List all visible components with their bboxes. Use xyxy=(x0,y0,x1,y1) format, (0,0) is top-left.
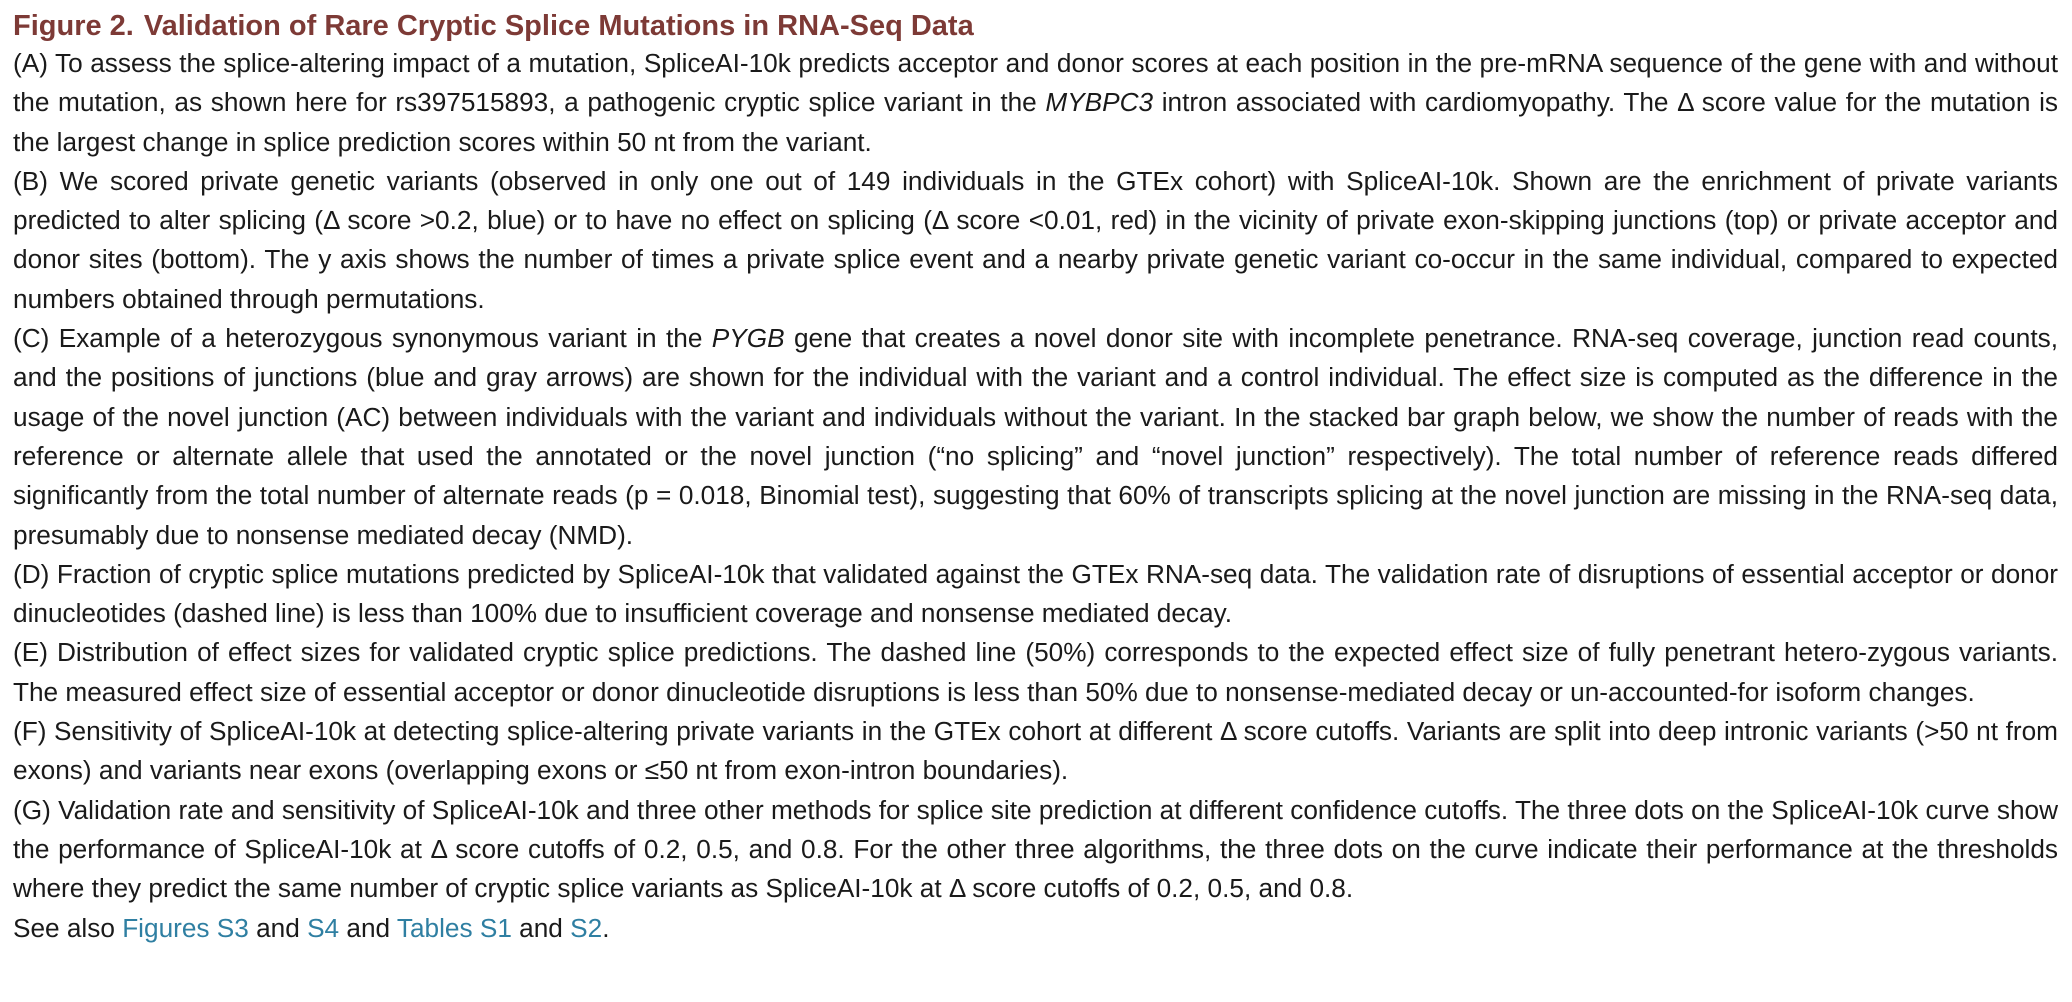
paragraph-c-text-1: (C) Example of a heterozygous synonymous… xyxy=(13,323,712,354)
caption-body: (A) To assess the splice-altering impact… xyxy=(13,44,2058,948)
paragraph-d: (D) Fraction of cryptic splice mutations… xyxy=(13,558,2058,629)
gene-name-pygb: PYGB xyxy=(711,323,785,354)
paragraph-e: (E) Distribution of effect sizes for val… xyxy=(13,637,2058,707)
see-also-and-3: and xyxy=(511,912,571,943)
see-also-and-1: and xyxy=(248,912,308,943)
link-table-s2[interactable]: S2 xyxy=(570,912,603,943)
paragraph-c: (C) Example of a heterozygous synonymous… xyxy=(13,319,2058,555)
gene-name-mybpc3: MYBPC3 xyxy=(1045,87,1154,118)
paragraph-a-text-1: (A) To assess the splice-altering impact… xyxy=(13,48,2058,118)
figure-number: Figure 2. xyxy=(13,10,134,42)
see-also-suffix: . xyxy=(602,912,610,943)
link-figures-s3[interactable]: Figures S3 xyxy=(122,912,249,943)
link-tables-s1[interactable]: Tables S1 xyxy=(396,912,512,943)
figure-title-text: Validation of Rare Cryptic Splice Mutati… xyxy=(143,10,974,42)
paragraph-c-text-2: gene that creates a novel donor site wit… xyxy=(13,323,2058,550)
link-figure-s4[interactable]: S4 xyxy=(307,912,340,943)
paragraph-a-text-2: intron associated with cardiomyopathy. T… xyxy=(13,87,2058,157)
see-also-and-2: and xyxy=(339,912,397,943)
paragraph-b: (B) We scored private genetic variants (… xyxy=(13,165,2058,314)
figure-title: Figure 2. Validation of Rare Cryptic Spli… xyxy=(13,8,2058,44)
paragraph-a: (A) To assess the splice-altering impact… xyxy=(13,44,2058,162)
see-also-line: See also Figures S3 and S4 and Tables S1… xyxy=(13,909,2058,948)
paragraph-f: (F) Sensitivity of SpliceAI-10k at detec… xyxy=(13,716,2058,786)
paragraph-g: (G) Validation rate and sensitivity of S… xyxy=(13,794,2058,904)
see-also-prefix: See also xyxy=(13,912,123,943)
